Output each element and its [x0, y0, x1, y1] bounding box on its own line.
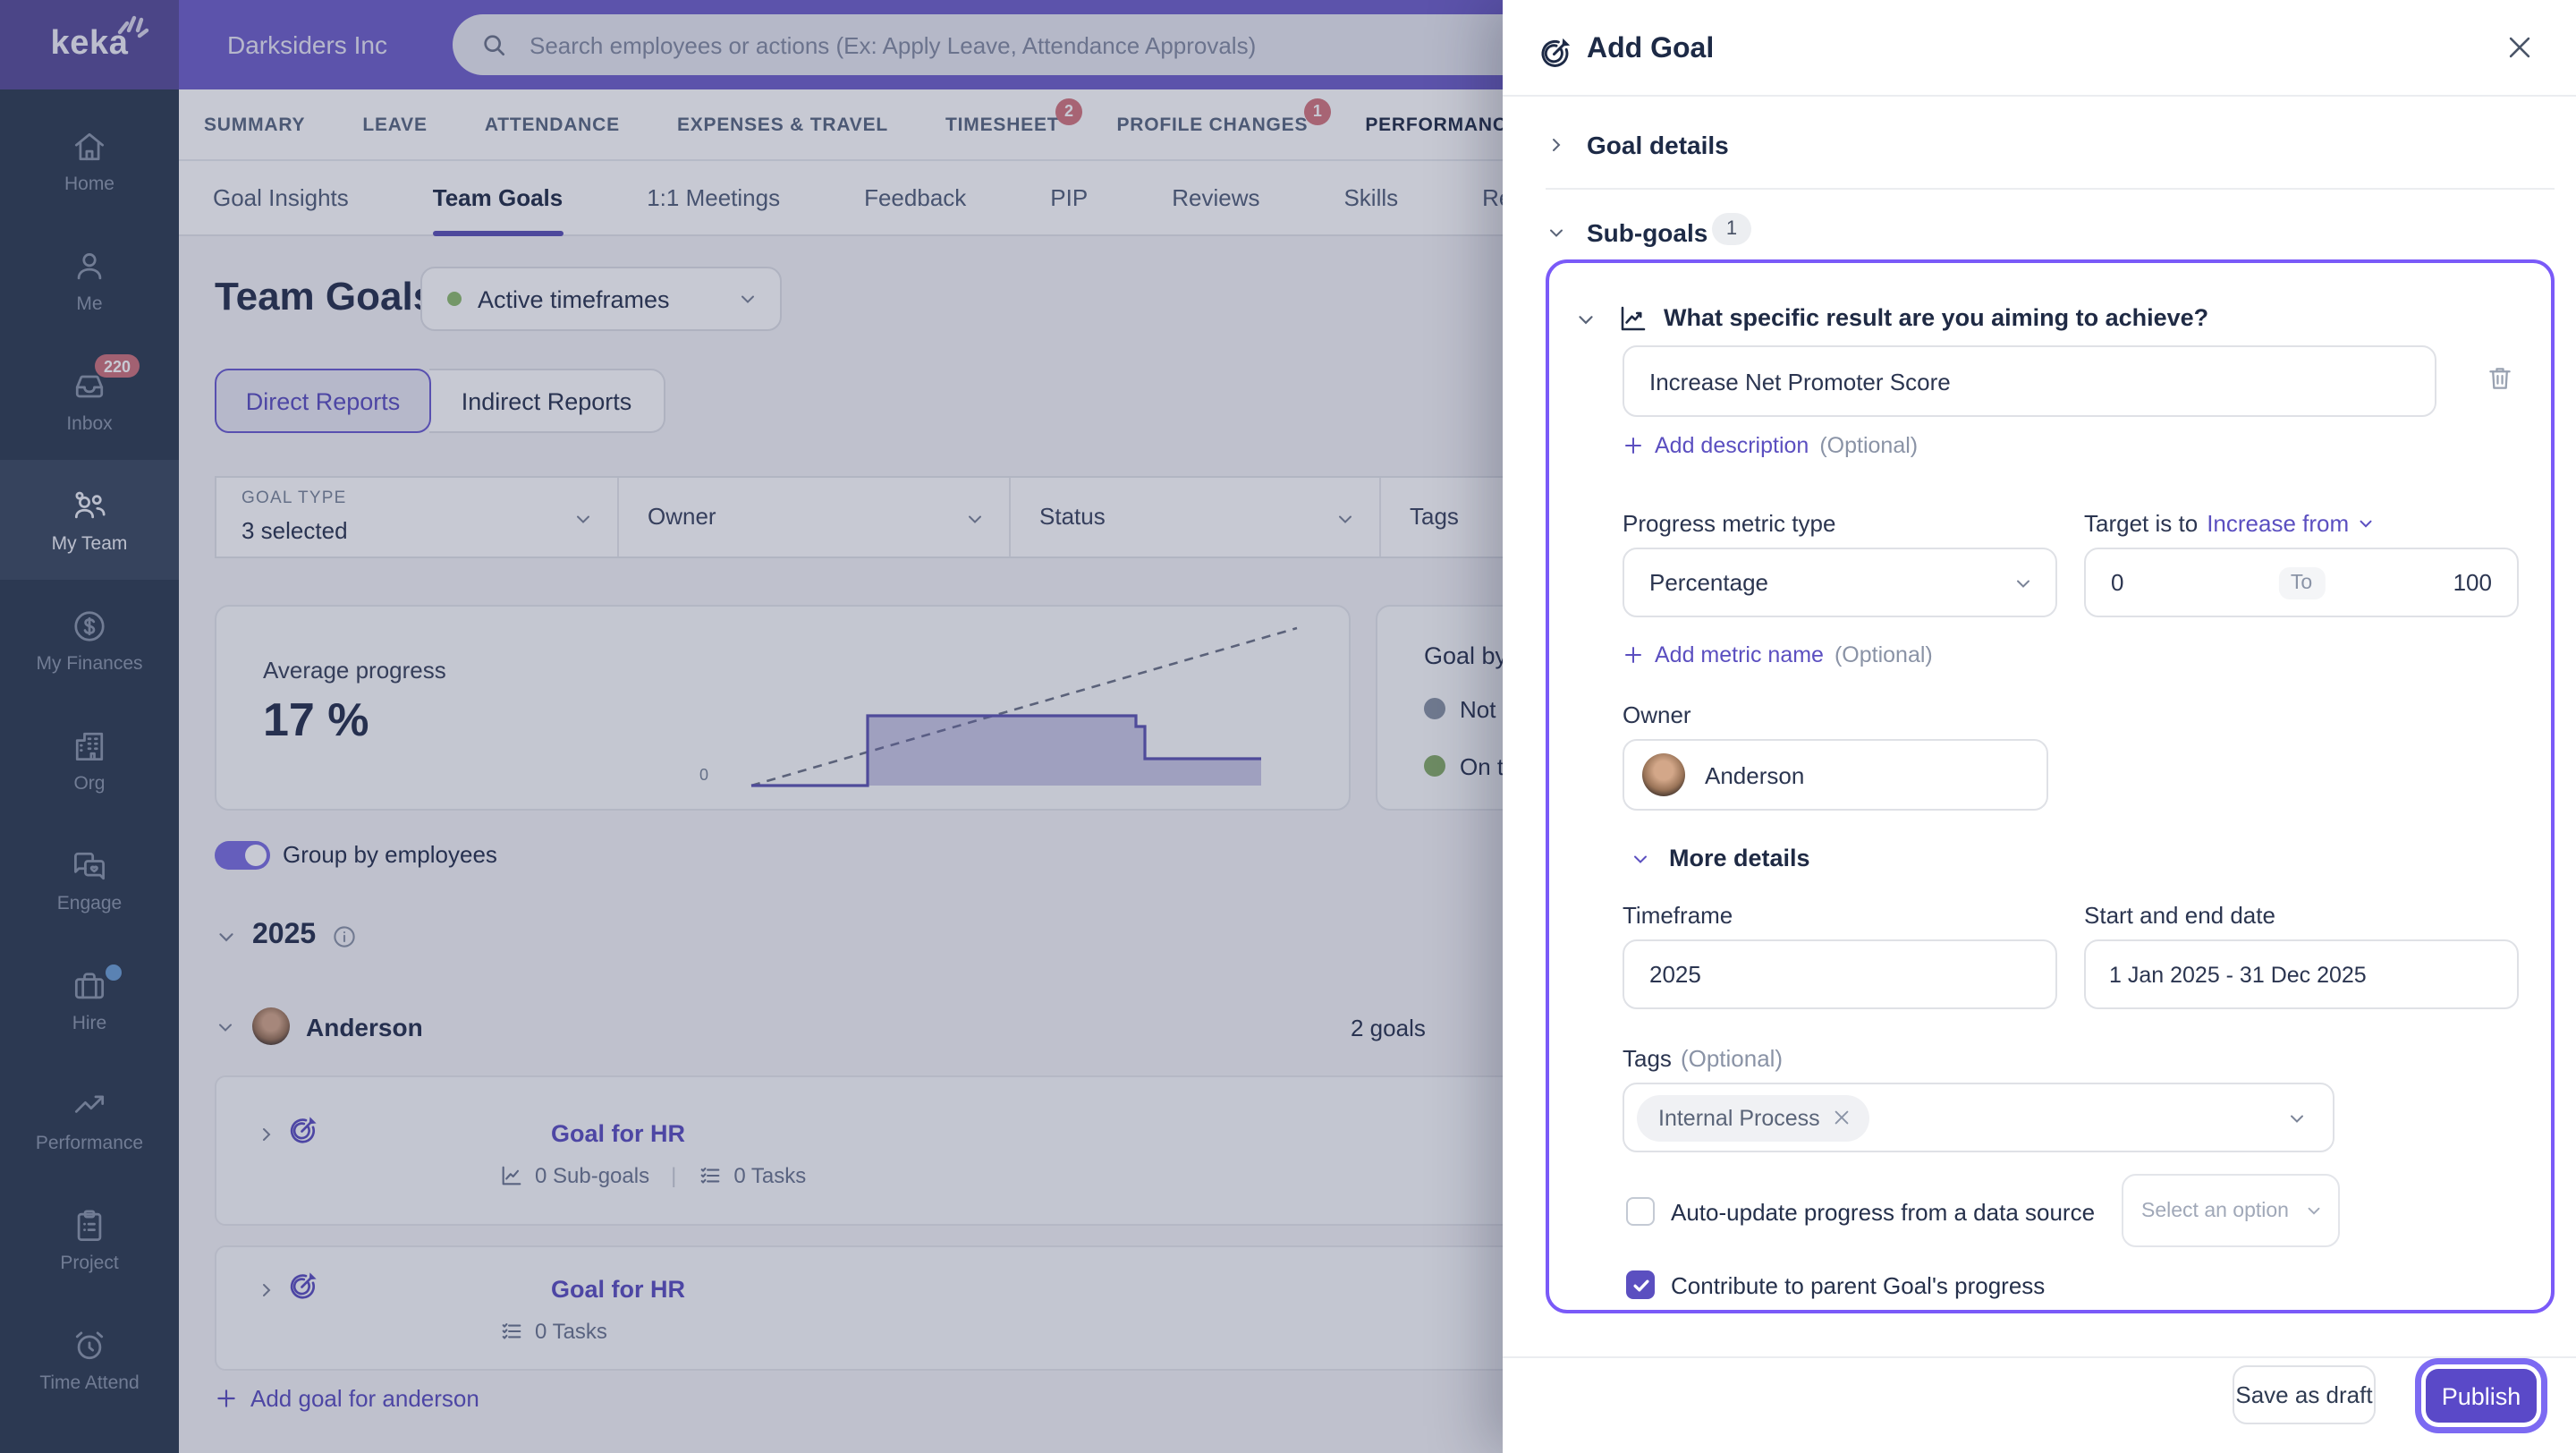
check-icon: [1631, 1275, 1650, 1295]
progress-metric-label: Progress metric type: [1623, 510, 1835, 537]
modal-overlay: [0, 0, 1503, 1453]
dates-label: Start and end date: [2084, 902, 2275, 929]
to-chip: To: [2278, 566, 2325, 599]
chevron-down-icon: [2012, 572, 2034, 593]
chevron-down-icon: [2286, 1107, 2308, 1128]
metric-type-select[interactable]: Percentage: [1623, 548, 2057, 617]
timeframe-input[interactable]: 2025: [1623, 939, 2057, 1009]
add-description-link[interactable]: Add description (Optional): [1623, 433, 1918, 458]
divider: [1503, 1356, 2576, 1358]
sub-goals-section[interactable]: Sub-goals: [1546, 211, 1707, 254]
add-goal-target-icon: [1535, 34, 1574, 73]
metric-chart-icon: [1617, 302, 1649, 335]
chevron-down-icon[interactable]: [1574, 308, 1597, 331]
target-from-value[interactable]: 0: [2111, 569, 2123, 596]
owner-label: Owner: [1623, 701, 1691, 728]
contribute-label: Contribute to parent Goal's progress: [1671, 1272, 2045, 1299]
chevron-down-icon: [1546, 222, 1567, 243]
save-as-draft-button[interactable]: Save as draft: [2233, 1365, 2376, 1424]
owner-avatar: [1642, 753, 1685, 796]
target-mode-link[interactable]: Increase from: [2207, 510, 2376, 537]
chevron-down-icon: [2356, 514, 2376, 533]
publish-button[interactable]: Publish: [2426, 1369, 2537, 1423]
divider: [1546, 188, 2555, 190]
subgoal-name-input[interactable]: Increase Net Promoter Score: [1623, 345, 2436, 417]
contribute-checkbox[interactable]: [1626, 1270, 1655, 1299]
subgoal-question: What specific result are you aiming to a…: [1664, 304, 2208, 331]
tags-select[interactable]: Internal Process: [1623, 1083, 2334, 1152]
auto-update-checkbox[interactable]: [1626, 1197, 1655, 1226]
target-label: Target is to Increase from: [2084, 510, 2376, 537]
tags-label: Tags (Optional): [1623, 1045, 1783, 1072]
app-root: keka Darksiders Inc Home Me 220 Inbox My…: [0, 0, 2576, 1453]
chevron-down-icon: [1630, 847, 1651, 869]
chevron-right-icon: [1546, 134, 1567, 156]
sub-goals-count-badge: 1: [1712, 213, 1751, 245]
close-icon[interactable]: [2504, 32, 2535, 63]
sub-goal-card: What specific result are you aiming to a…: [1546, 259, 2555, 1313]
chevron-down-icon: [2304, 1201, 2324, 1220]
date-range-input[interactable]: 1 Jan 2025 - 31 Dec 2025: [2084, 939, 2519, 1009]
add-goal-panel: Add Goal Goal details Sub-goals 1 What s…: [1503, 0, 2576, 1453]
trash-icon[interactable]: [2485, 363, 2515, 394]
tag-chip: Internal Process: [1637, 1094, 1870, 1141]
target-range-input[interactable]: 0 To 100: [2084, 548, 2519, 617]
timeframe-label: Timeframe: [1623, 902, 1733, 929]
remove-tag-icon[interactable]: [1833, 1108, 1852, 1127]
plus-icon: [1623, 435, 1644, 456]
data-source-select[interactable]: Select an option: [2122, 1174, 2340, 1247]
goal-details-section[interactable]: Goal details: [1546, 118, 1729, 172]
owner-select[interactable]: Anderson: [1623, 739, 2048, 811]
more-details-toggle[interactable]: More details: [1630, 845, 1810, 871]
target-to-value[interactable]: 100: [2453, 569, 2492, 596]
divider: [1503, 95, 2576, 97]
panel-title: Add Goal: [1587, 34, 1714, 66]
add-metric-name-link[interactable]: Add metric name (Optional): [1623, 642, 1933, 667]
plus-icon: [1623, 644, 1644, 666]
auto-update-label: Auto-update progress from a data source: [1671, 1199, 2095, 1226]
